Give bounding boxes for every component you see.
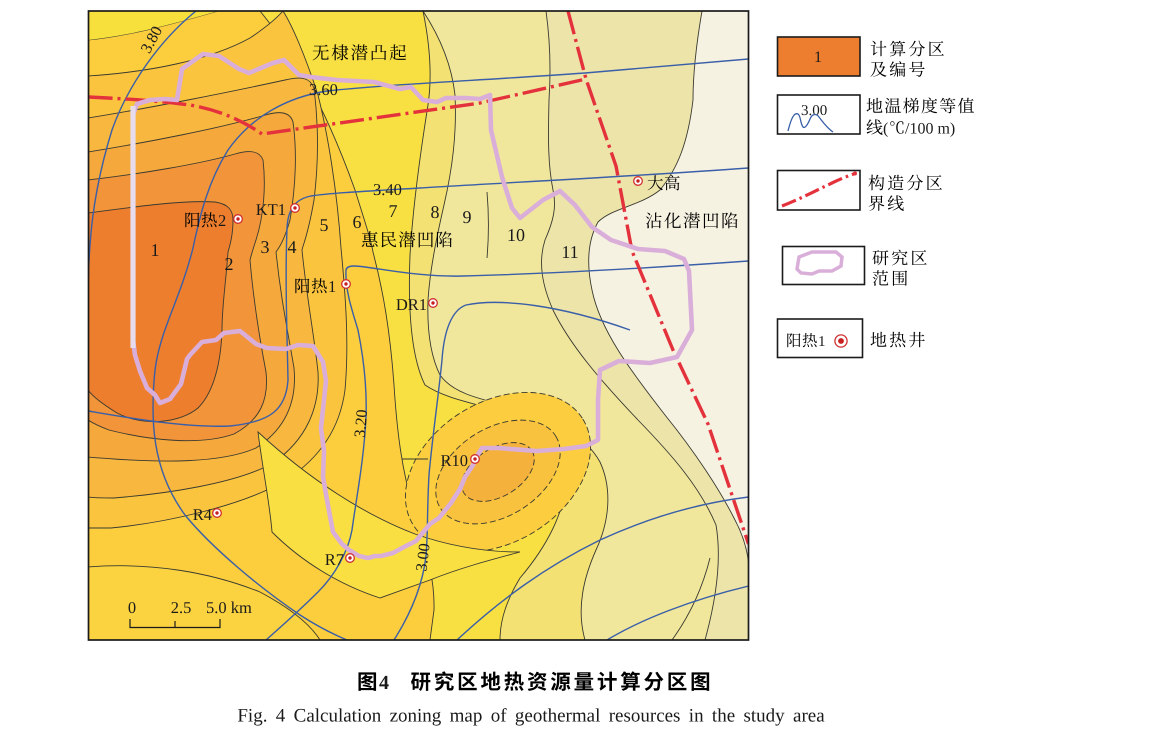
svg-text:4: 4 <box>288 237 297 257</box>
svg-text:5.0 km: 5.0 km <box>206 598 252 617</box>
svg-text:11: 11 <box>561 242 578 262</box>
svg-text:6: 6 <box>353 212 362 232</box>
svg-text:DR1: DR1 <box>396 295 427 314</box>
svg-text:KT1: KT1 <box>256 200 286 219</box>
svg-text:Fig. 4 Calculation zoning m: Fig. 4 Calculation zoning map of geother… <box>237 706 825 727</box>
svg-text:9: 9 <box>463 207 472 227</box>
svg-text:3.00: 3.00 <box>413 543 433 573</box>
svg-text:2.5: 2.5 <box>171 598 192 617</box>
svg-text:3: 3 <box>261 237 270 257</box>
svg-text:0: 0 <box>128 598 136 617</box>
svg-text:R4: R4 <box>193 505 212 524</box>
svg-text:3.20: 3.20 <box>352 409 371 438</box>
svg-text:1: 1 <box>818 334 826 350</box>
svg-text:1: 1 <box>328 277 336 296</box>
svg-text:3.60: 3.60 <box>309 80 338 99</box>
svg-text:5: 5 <box>320 215 329 235</box>
svg-text:8: 8 <box>431 202 440 222</box>
svg-text:/100 m): /100 m) <box>905 121 955 138</box>
svg-text:2: 2 <box>225 254 234 274</box>
svg-text:R10: R10 <box>440 451 468 470</box>
svg-text:2: 2 <box>218 211 226 230</box>
svg-text:7: 7 <box>389 201 398 221</box>
svg-text:R7: R7 <box>325 550 344 569</box>
svg-text:(: ( <box>883 121 888 138</box>
svg-text:1: 1 <box>151 240 160 260</box>
svg-text:3.00: 3.00 <box>801 103 827 119</box>
svg-text:1: 1 <box>814 49 822 66</box>
svg-text:3.40: 3.40 <box>373 180 402 199</box>
svg-text:4: 4 <box>379 672 389 694</box>
svg-text:10: 10 <box>507 225 525 245</box>
